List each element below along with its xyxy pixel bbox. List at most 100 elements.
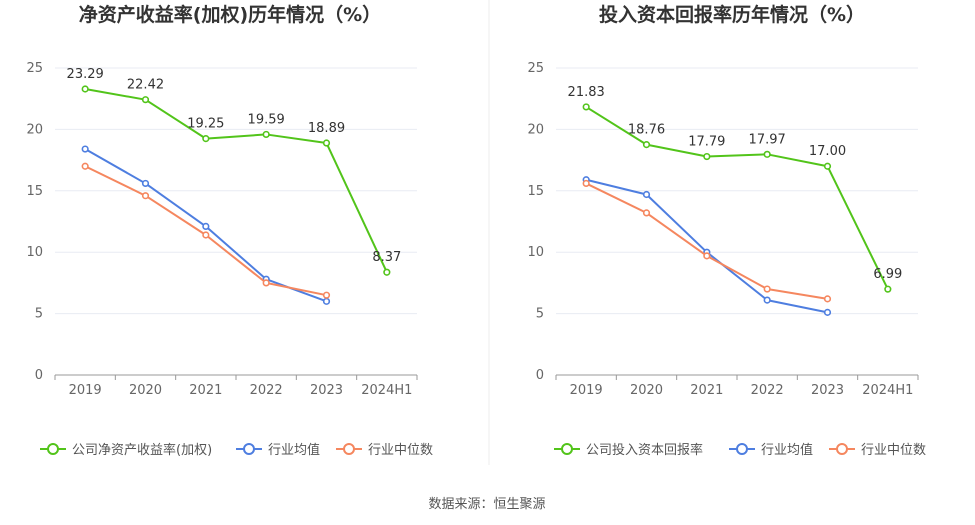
data-point [262, 279, 270, 287]
y-tick-label: 20 [527, 122, 544, 137]
legend-label: 公司净资产收益率(加权) [72, 442, 212, 458]
data-point [642, 190, 651, 199]
data-point [81, 162, 89, 170]
x-tick-label: 2022 [250, 383, 283, 398]
x-tick-label: 2023 [811, 383, 844, 398]
data-point [141, 96, 150, 104]
data-point [383, 268, 391, 276]
legend-item[interactable]: 行业中位数 [829, 443, 926, 458]
y-tick-label: 15 [527, 184, 544, 199]
data-point [141, 192, 150, 200]
y-tick-label: 0 [35, 368, 43, 383]
legend-marker [47, 443, 59, 455]
legend-item[interactable]: 行业均值 [236, 442, 320, 458]
x-tick-label: 2019 [69, 383, 102, 398]
x-tick-label: 2024H1 [361, 383, 412, 398]
roe-axes: 0 5 10 15 20 25 2019 2020 2021 2022 2023 2024H1 [26, 61, 418, 398]
data-point [642, 209, 651, 217]
roe-legend[interactable]: 公司净资产收益率(加权) 行业均值 行业中位数 [40, 442, 433, 458]
y-tick-label: 15 [26, 184, 43, 199]
x-tick-label: 2020 [129, 383, 162, 398]
roe-data-labels: 23.29 22.42 19.25 19.59 18.89 8.37 [67, 67, 402, 265]
roe-chart-panel: 净资产收益率(加权)历年情况（%） 0 5 10 15 20 25 2019 2020 2021… [26, 3, 433, 458]
roic-chart-title: 投入资本回报率历年情况（%） [599, 3, 865, 26]
data-point [884, 285, 892, 293]
data-label: 21.83 [568, 85, 605, 100]
series-line [84, 165, 327, 297]
x-tick-label: 2022 [751, 383, 784, 398]
data-label: 6.99 [873, 267, 902, 282]
x-tick-label: 2024H1 [862, 383, 913, 398]
legend-item[interactable]: 公司投入资本回报率 [554, 442, 703, 458]
y-tick-label: 25 [527, 61, 544, 76]
legend-item[interactable]: 行业均值 [729, 442, 813, 458]
legend-label: 公司投入资本回报率 [586, 442, 703, 458]
data-point [81, 145, 89, 153]
data-point [582, 179, 590, 188]
legend-label: 行业中位数 [368, 443, 433, 458]
data-point [202, 135, 210, 143]
x-tick-label: 2021 [690, 383, 723, 398]
roe-grid [55, 67, 417, 315]
legend-marker [343, 443, 355, 455]
roic-grid [556, 67, 918, 315]
data-label: 22.42 [127, 78, 164, 93]
data-point [642, 141, 651, 149]
data-point [202, 222, 210, 231]
y-tick-label: 10 [527, 245, 544, 260]
series-line [585, 106, 889, 290]
legend-marker [836, 443, 848, 455]
y-tick-label: 0 [536, 368, 544, 383]
y-tick-label: 5 [35, 307, 43, 322]
data-label: 17.97 [749, 132, 786, 147]
x-tick-label: 2020 [630, 383, 663, 398]
data-point [823, 162, 832, 170]
data-point [202, 231, 210, 239]
data-point [262, 130, 270, 139]
data-point [703, 252, 711, 260]
data-label: 18.76 [628, 123, 665, 138]
data-point [322, 297, 331, 305]
series-line [84, 88, 388, 273]
legend-item[interactable]: 公司净资产收益率(加权) [40, 442, 212, 458]
legend-label: 行业均值 [761, 442, 813, 458]
legend-marker [243, 443, 255, 455]
data-label: 8.37 [372, 250, 401, 265]
x-tick-label: 2021 [189, 383, 222, 398]
y-tick-label: 25 [26, 61, 43, 76]
roic-axes: 0 5 10 15 20 25 2019 2020 2021 2022 2023 2024H1 [527, 61, 919, 398]
data-label: 23.29 [67, 67, 104, 82]
data-point [322, 291, 331, 299]
data-point [763, 150, 771, 158]
data-point [81, 85, 89, 93]
legend-label: 行业均值 [268, 442, 320, 458]
data-label: 19.25 [187, 117, 224, 132]
legend-item[interactable]: 行业中位数 [336, 443, 433, 458]
legend-marker [561, 443, 573, 455]
roic-data-labels: 21.83 18.76 17.79 17.97 17.00 6.99 [568, 85, 903, 282]
data-label: 17.00 [809, 144, 846, 159]
data-point [322, 139, 331, 147]
data-label: 18.89 [308, 121, 345, 136]
y-tick-label: 5 [536, 307, 544, 322]
legend-marker [736, 443, 748, 455]
x-tick-label: 2023 [310, 383, 343, 398]
roe-series [81, 85, 391, 305]
data-point [582, 103, 590, 111]
data-point [763, 296, 771, 304]
roic-series [582, 103, 892, 316]
data-label: 19.59 [248, 112, 285, 127]
roe-chart-title: 净资产收益率(加权)历年情况（%） [79, 3, 381, 26]
source-note: 数据来源：恒生聚源 [428, 497, 545, 512]
roic-legend[interactable]: 公司投入资本回报率 行业均值 行业中位数 [554, 442, 926, 458]
y-tick-label: 20 [26, 122, 43, 137]
x-tick-label: 2019 [570, 383, 603, 398]
y-tick-label: 10 [26, 245, 43, 260]
data-point [823, 308, 832, 316]
data-point [763, 285, 771, 293]
data-point [823, 295, 832, 303]
data-point [141, 179, 150, 188]
data-label: 17.79 [688, 135, 725, 150]
data-point [703, 152, 711, 161]
roic-chart-panel: 投入资本回报率历年情况（%） 0 5 10 15 20 25 2019 2020 2021 202… [527, 3, 926, 458]
